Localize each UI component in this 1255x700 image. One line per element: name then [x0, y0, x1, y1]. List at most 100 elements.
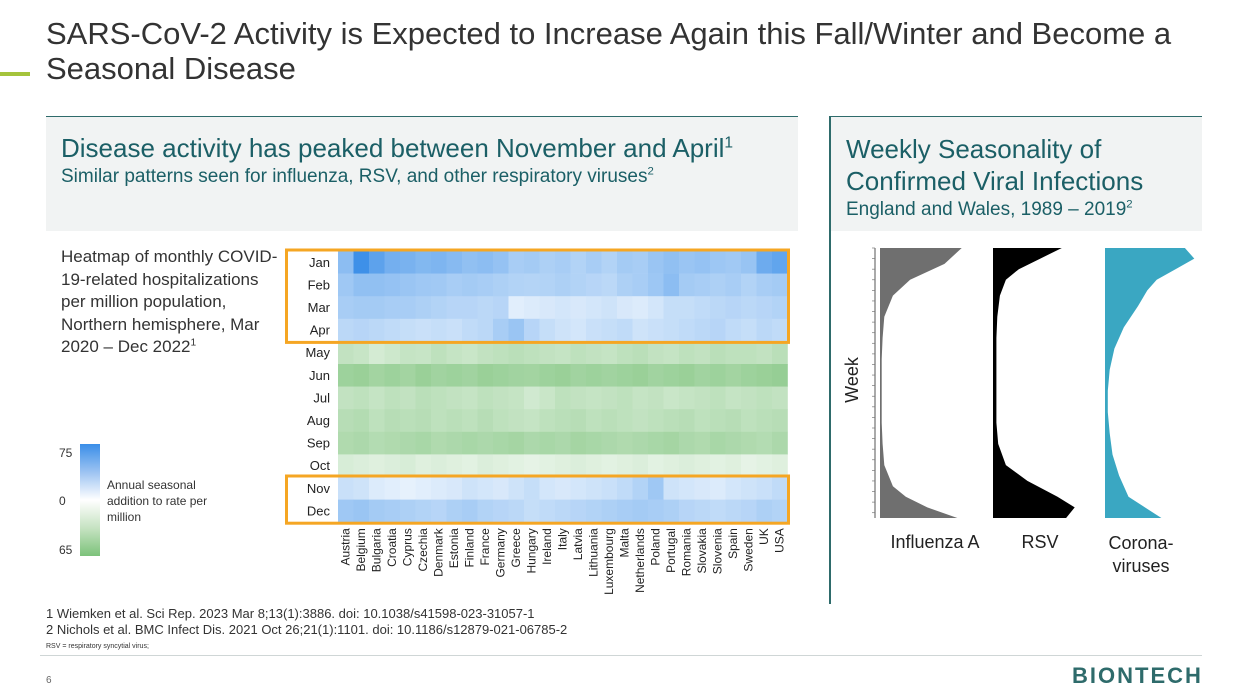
right-panel-header-bg	[830, 116, 1202, 231]
heatmap-cell	[617, 341, 633, 365]
left-panel-heading-text: Disease activity has peaked between Nove…	[61, 133, 725, 163]
heatmap-row-label: Jan	[309, 255, 330, 270]
heatmap-cell	[508, 499, 525, 523]
heatmap-cell	[415, 296, 432, 320]
heatmap-cell	[400, 499, 416, 523]
heatmap-cell	[570, 499, 587, 523]
heatmap-cell	[539, 341, 556, 365]
heatmap-cell	[632, 251, 649, 274]
heatmap-cell	[570, 273, 587, 297]
left-panel-subheading-text: Similar patterns seen for influenza, RSV…	[61, 166, 648, 187]
heatmap-cell	[508, 296, 525, 320]
heatmap-cell	[446, 364, 463, 387]
left-panel-heading-sup: 1	[724, 134, 734, 152]
heatmap-cell	[741, 431, 757, 455]
heatmap-cell	[601, 273, 618, 297]
heatmap-cell	[555, 477, 571, 500]
heatmap-cell	[508, 251, 525, 274]
heatmap-cell	[524, 318, 540, 342]
heatmap-column-label: Estonia	[447, 528, 461, 568]
heatmap-cell	[601, 454, 618, 478]
left-panel-subheading: Similar patterns seen for influenza, RSV…	[61, 166, 654, 188]
heatmap-cell	[462, 318, 478, 342]
heatmap-cell	[663, 318, 680, 342]
heatmap-cell	[586, 296, 602, 320]
heatmap-cell	[338, 341, 354, 365]
heatmap-cell	[617, 251, 633, 274]
heatmap-column-label: Lithuania	[587, 528, 601, 577]
heatmap-cell	[446, 251, 463, 274]
heatmap-cell	[353, 386, 370, 410]
heatmap-cell	[555, 454, 571, 478]
heatmap-cell	[384, 318, 401, 342]
heatmap-cell	[555, 296, 571, 320]
heatmap-column-label: Spain	[726, 528, 740, 559]
heatmap-cell	[710, 386, 726, 410]
heatmap-cell	[741, 409, 757, 433]
heatmap-cell	[632, 386, 649, 410]
heatmap-cell	[400, 386, 416, 410]
heatmap-cell	[555, 273, 571, 297]
heatmap-cell	[524, 499, 540, 523]
heatmap-cell	[431, 454, 447, 478]
heatmap-cell	[601, 409, 618, 433]
heatmap-column-label: Greece	[509, 528, 523, 568]
heatmap-cell	[384, 409, 401, 433]
heatmap-cell	[772, 318, 788, 342]
footnotes: 1 Wiemken et al. Sci Rep. 2023 Mar 8;13(…	[46, 606, 567, 638]
heatmap-column-label: Slovenia	[711, 528, 725, 574]
heatmap-cell	[756, 318, 773, 342]
heatmap-cell	[586, 499, 602, 523]
heatmap-cell	[663, 431, 680, 455]
heatmap-cell	[663, 341, 680, 365]
heatmap-cell	[415, 454, 432, 478]
heatmap-cell	[663, 251, 680, 274]
heatmap-cell	[462, 273, 478, 297]
heatmap-cell	[477, 431, 494, 455]
heatmap-cell	[384, 431, 401, 455]
heatmap-cell	[477, 364, 494, 387]
heatmap-cell	[555, 431, 571, 455]
heatmap-cell	[462, 296, 478, 320]
heatmap-cell	[694, 431, 711, 455]
heatmap-column-label: UK	[757, 528, 771, 545]
label-influenza-a: Influenza A	[890, 532, 980, 552]
heatmap-cell	[679, 251, 695, 274]
heatmap-cell	[539, 273, 556, 297]
heatmap-column-label: Germany	[494, 528, 508, 577]
heatmap-cell	[384, 296, 401, 320]
heatmap-cell	[415, 409, 432, 433]
heatmap-cell	[415, 364, 432, 387]
heatmap-cell	[415, 341, 432, 365]
heatmap-cell	[725, 499, 742, 523]
heatmap-cell	[741, 318, 757, 342]
heatmap-cell	[741, 341, 757, 365]
heatmap-cell	[524, 454, 540, 478]
seasonality-axis-label: Week	[842, 356, 862, 403]
heatmap-cell	[617, 409, 633, 433]
heatmap-cell	[555, 341, 571, 365]
heatmap-cell	[462, 341, 478, 365]
right-panel-subheading-sup: 2	[1126, 198, 1133, 211]
heatmap-cell	[431, 386, 447, 410]
heatmap-cell	[601, 431, 618, 455]
heatmap-cell	[338, 477, 354, 500]
heatmap-cell	[570, 386, 587, 410]
heatmap-cell	[493, 499, 509, 523]
heatmap-cell	[725, 409, 742, 433]
heatmap-cell	[338, 499, 354, 523]
heatmap-cell	[586, 454, 602, 478]
heatmap-cell	[632, 364, 649, 387]
heatmap-cell	[338, 431, 354, 455]
heatmap-highlight-box	[285, 248, 790, 344]
heatmap-chart: Jan Feb Mar Apr May Jun Jul Aug Sep Oct Nov Dec Aust…	[285, 248, 790, 595]
heatmap-cell	[601, 499, 618, 523]
heatmap-cell	[632, 454, 649, 478]
heatmap-column-label: Romania	[680, 528, 694, 576]
heatmap-cell	[741, 364, 757, 387]
heatmap-cell	[400, 273, 416, 297]
heatmap-cell	[493, 318, 509, 342]
heatmap-cell	[369, 409, 385, 433]
seasonality-area-2	[993, 248, 1075, 518]
heatmap-cell	[570, 364, 587, 387]
